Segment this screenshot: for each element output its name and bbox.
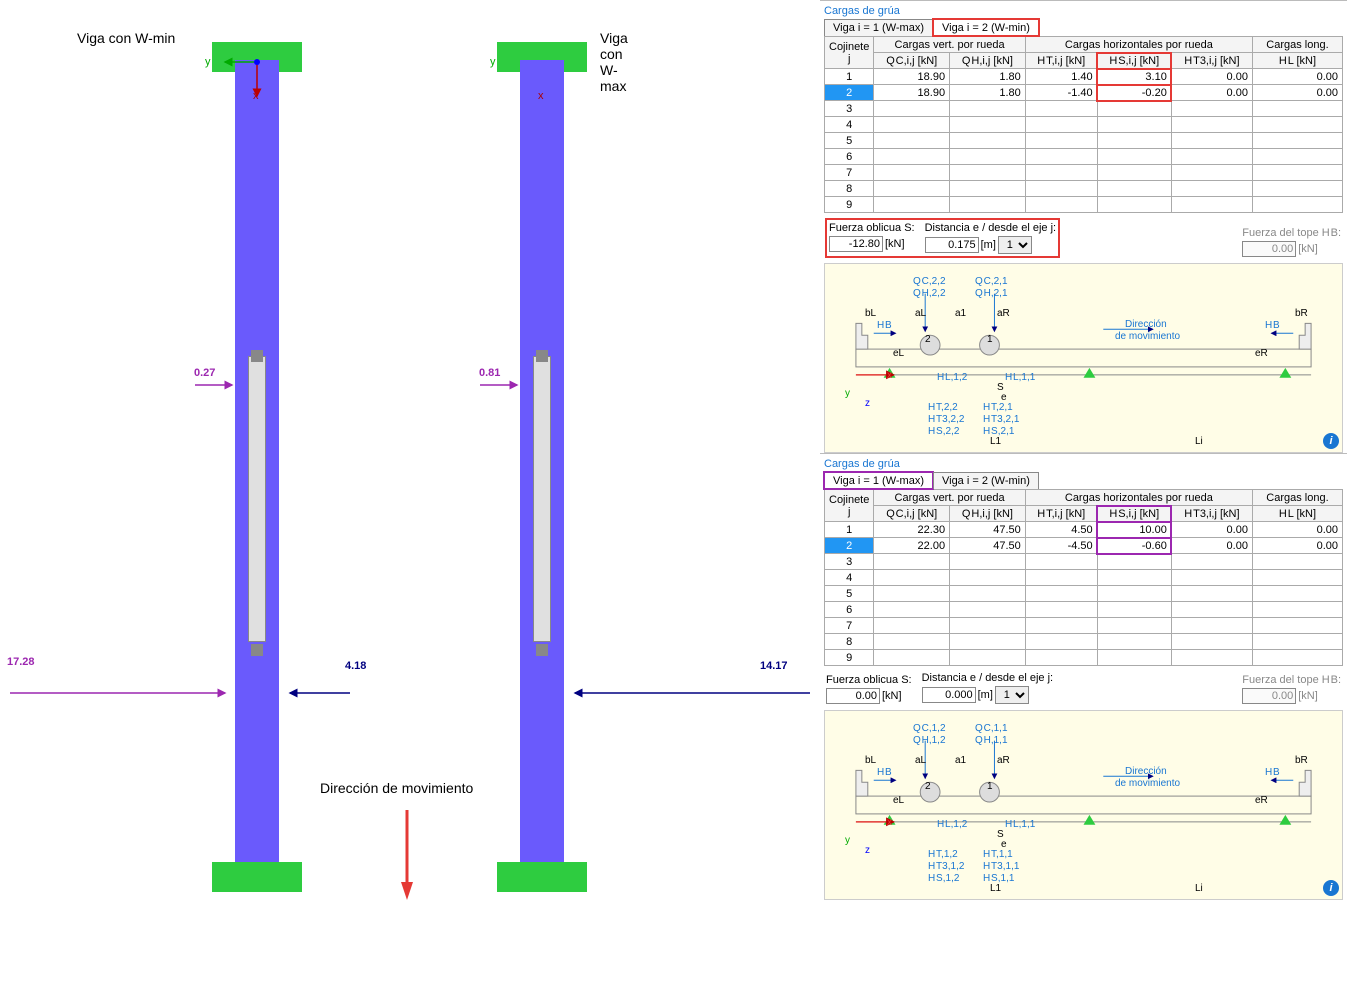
col-qh: Q H,i,j [kN] — [950, 53, 1026, 69]
crane-loads-panel-wmin: Cargas de grúa Viga i = 1 (W-max) Viga i… — [820, 0, 1347, 453]
tab-wmax[interactable]: Viga i = 1 (W-max) — [824, 472, 933, 489]
col-ht3: H T3,i,j [kN] — [1171, 53, 1252, 69]
direction-arrow-icon — [395, 810, 419, 903]
table-row[interactable]: 118.901.801.403.100.000.00 — [825, 69, 1343, 85]
oblique-force-input[interactable] — [826, 688, 880, 704]
col-hs: H S,i,j [kN] — [1097, 53, 1171, 69]
beam-knob — [251, 350, 263, 362]
schematic-diagram: Q C,1,2 Q H,1,2 Q C,1,1 Q H,1,1 bL bR aL… — [824, 710, 1343, 900]
colgroup-vert: Cargas vert. por rueda — [874, 490, 1025, 506]
oblique-force-label: Fuerza oblicua S: — [829, 222, 915, 234]
table-row[interactable]: 7 — [825, 618, 1343, 634]
axis-select[interactable]: 1 — [995, 686, 1029, 704]
distance-label: Distancia e / desde el eje j: — [925, 222, 1056, 234]
beam1-title: Viga con W-min — [77, 30, 175, 46]
direction-label: Dirección de movimiento — [320, 780, 473, 796]
load-label: 0.27 — [194, 367, 215, 379]
tab-wmin[interactable]: Viga i = 2 (W-min) — [933, 19, 1039, 36]
table-row[interactable]: 3 — [825, 554, 1343, 570]
loads-table: Cojinete j Cargas vert. por rueda Cargas… — [824, 489, 1343, 666]
col-qc: Q C,i,j [kN] — [874, 53, 950, 69]
table-row[interactable]: 6 — [825, 602, 1343, 618]
load-label: 0.81 — [479, 367, 500, 379]
oblique-force-input[interactable] — [829, 236, 883, 252]
distance-input[interactable] — [922, 687, 976, 703]
table-row[interactable]: 5 — [825, 586, 1343, 602]
colgroup-long: Cargas long. — [1252, 490, 1342, 506]
table-row[interactable]: 3 — [825, 101, 1343, 117]
load-label: 14.17 — [760, 660, 788, 672]
table-row[interactable]: 9 — [825, 650, 1343, 666]
table-row[interactable]: 122.3047.504.5010.000.000.00 — [825, 522, 1343, 538]
load-label: 17.28 — [7, 656, 35, 668]
beam2-title: Viga con W-max — [600, 30, 628, 94]
distance-input[interactable] — [925, 237, 979, 253]
schematic-diagram: Q C,2,2 Q H,2,2 Q C,2,1 Q H,2,1 bL bR aL… — [824, 263, 1343, 453]
buffer-force-label: Fuerza del tope H B: — [1242, 227, 1341, 239]
col-qc: Q C,i,j [kN] — [874, 506, 950, 522]
table-row[interactable]: 7 — [825, 165, 1343, 181]
tab-wmin[interactable]: Viga i = 2 (W-min) — [933, 472, 1039, 489]
info-icon[interactable]: i — [1323, 880, 1339, 896]
distance-label: Distancia e / desde el eje j: — [922, 672, 1053, 684]
col-bearing: Cojinete j — [825, 490, 874, 522]
colgroup-vert: Cargas vert. por rueda — [874, 37, 1025, 53]
beam-knob — [536, 644, 548, 656]
col-ht: H T,i,j [kN] — [1025, 53, 1097, 69]
table-row[interactable]: 8 — [825, 181, 1343, 197]
col-hs: H S,i,j [kN] — [1097, 506, 1171, 522]
loads-table: Cojinete j Cargas vert. por rueda Cargas… — [824, 36, 1343, 213]
table-row[interactable]: 8 — [825, 634, 1343, 650]
buffer-force-input — [1242, 688, 1296, 704]
beam-cap — [212, 862, 302, 892]
colgroup-horiz: Cargas horizontales por rueda — [1025, 490, 1252, 506]
beam-3d-viewport: Viga con W-min y x 0.27 17.28 4.18 — [0, 0, 820, 1000]
crane-loads-panel-wmax: Cargas de grúa Viga i = 1 (W-max) Viga i… — [820, 453, 1347, 900]
beam-insert — [248, 356, 266, 642]
table-row[interactable]: 222.0047.50-4.50-0.600.000.00 — [825, 538, 1343, 554]
beam-knob — [536, 350, 548, 362]
axis-x-label: x — [538, 90, 544, 102]
buffer-force-label: Fuerza del tope H B: — [1242, 674, 1341, 686]
col-hl: H L [kN] — [1252, 53, 1342, 69]
table-row[interactable]: 4 — [825, 117, 1343, 133]
axis-y-label: y — [490, 56, 496, 68]
table-row[interactable]: 6 — [825, 149, 1343, 165]
info-icon[interactable]: i — [1323, 433, 1339, 449]
table-row[interactable]: 9 — [825, 197, 1343, 213]
col-bearing: Cojinete j — [825, 37, 874, 69]
table-row[interactable]: 5 — [825, 133, 1343, 149]
beam-knob — [251, 644, 263, 656]
panel-title: Cargas de grúa — [824, 5, 1343, 17]
col-ht3: H T3,i,j [kN] — [1171, 506, 1252, 522]
colgroup-horiz: Cargas horizontales por rueda — [1025, 37, 1252, 53]
tab-wmax[interactable]: Viga i = 1 (W-max) — [824, 19, 933, 36]
panel-title: Cargas de grúa — [824, 458, 1343, 470]
beam-cap — [497, 862, 587, 892]
load-label: 4.18 — [345, 660, 366, 672]
col-hl: H L [kN] — [1252, 506, 1342, 522]
axis-x-label: x — [253, 90, 259, 102]
oblique-force-label: Fuerza oblicua S: — [826, 674, 912, 686]
col-qh: Q H,i,j [kN] — [950, 506, 1026, 522]
beam-insert — [533, 356, 551, 642]
colgroup-long: Cargas long. — [1252, 37, 1342, 53]
col-ht: H T,i,j [kN] — [1025, 506, 1097, 522]
axis-select[interactable]: 1 — [998, 236, 1032, 254]
table-row[interactable]: 218.901.80-1.40-0.200.000.00 — [825, 85, 1343, 101]
buffer-force-input — [1242, 241, 1296, 257]
table-row[interactable]: 4 — [825, 570, 1343, 586]
axis-y-label: y — [205, 56, 211, 68]
